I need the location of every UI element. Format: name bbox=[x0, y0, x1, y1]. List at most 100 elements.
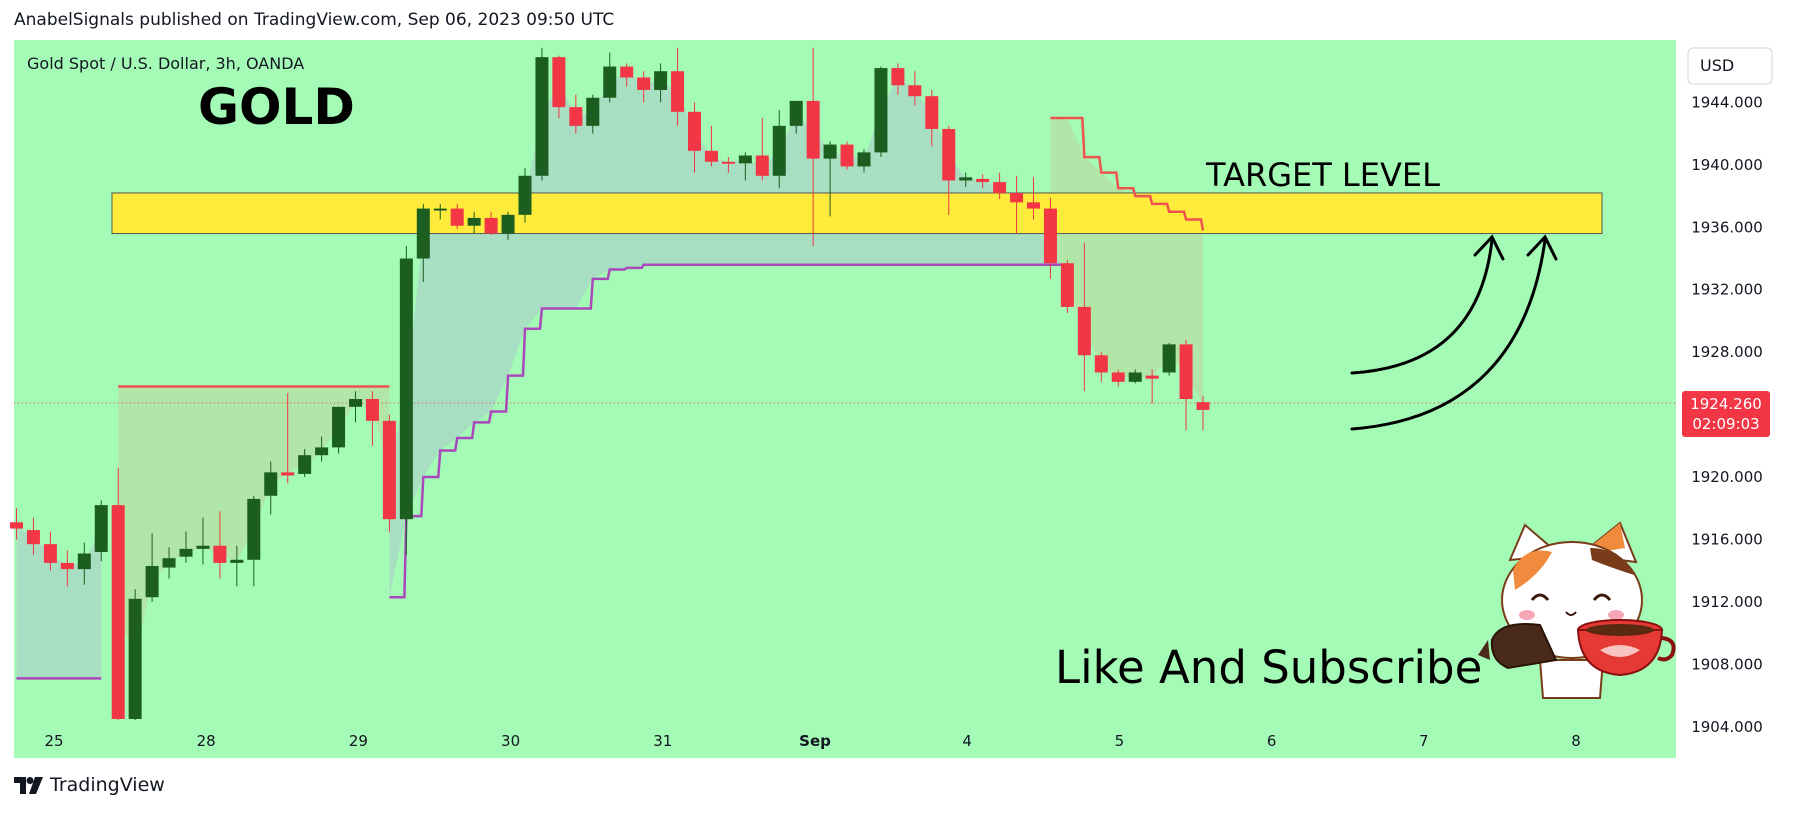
price-tick-label: 1940.000 bbox=[1691, 156, 1763, 174]
candle bbox=[518, 167, 532, 223]
candle bbox=[399, 246, 413, 556]
candle bbox=[789, 100, 803, 134]
candle bbox=[1077, 242, 1091, 392]
candle bbox=[467, 211, 481, 234]
candle-body bbox=[942, 128, 956, 181]
candle-body bbox=[128, 598, 142, 719]
candle bbox=[382, 414, 396, 532]
candle-body bbox=[772, 125, 786, 176]
time-tick-label: 28 bbox=[197, 732, 216, 750]
candle-body bbox=[484, 217, 498, 234]
candle-body bbox=[1111, 372, 1125, 382]
candle-body bbox=[399, 258, 413, 520]
candles bbox=[10, 47, 1210, 727]
supertrend-line-3 bbox=[1050, 116, 1205, 231]
candle bbox=[196, 517, 210, 565]
candle bbox=[349, 391, 362, 423]
candle bbox=[501, 211, 515, 240]
candle bbox=[569, 94, 583, 134]
candle-body bbox=[755, 155, 769, 176]
candle bbox=[1094, 352, 1108, 382]
candle-body bbox=[704, 150, 718, 162]
candle bbox=[552, 55, 566, 119]
time-tick-label: 25 bbox=[44, 732, 63, 750]
candle-body bbox=[111, 505, 125, 719]
candle-body bbox=[891, 68, 905, 86]
candle-body bbox=[382, 420, 396, 520]
candle-body bbox=[1010, 192, 1024, 203]
time-tick-label: 29 bbox=[349, 732, 368, 750]
time-tick-label: 6 bbox=[1267, 732, 1277, 750]
price-tick-label: 1904.000 bbox=[1691, 718, 1763, 736]
candle bbox=[603, 52, 617, 103]
candle bbox=[1043, 197, 1057, 279]
candle bbox=[654, 63, 668, 103]
candle bbox=[874, 66, 888, 158]
price-tick-label: 1936.000 bbox=[1691, 218, 1763, 236]
candle bbox=[60, 550, 74, 587]
candle bbox=[1027, 177, 1040, 220]
time-tick-label: Sep bbox=[799, 732, 831, 750]
target-level-label: TARGET LEVEL bbox=[1205, 156, 1440, 194]
price-tick-label: 1932.000 bbox=[1691, 281, 1763, 299]
target-zone-rect bbox=[111, 192, 1603, 235]
candle-body bbox=[1196, 402, 1210, 410]
candle bbox=[586, 94, 600, 134]
like-subscribe-text: Like And Subscribe bbox=[1055, 641, 1482, 694]
candle-body bbox=[1060, 263, 1074, 307]
candle bbox=[738, 152, 752, 181]
curved-arrow-1-head bbox=[1473, 234, 1505, 261]
time-tick-label: 31 bbox=[653, 732, 672, 750]
tradingview-brand[interactable]: TradingView bbox=[14, 774, 165, 796]
price-tick-label: 1928.000 bbox=[1691, 343, 1763, 361]
candle bbox=[247, 495, 261, 587]
candle-body bbox=[1094, 355, 1108, 373]
candle-body bbox=[60, 562, 74, 570]
time-tick-label: 7 bbox=[1419, 732, 1429, 750]
candle bbox=[1145, 369, 1159, 404]
candle-body bbox=[1162, 344, 1176, 373]
candle bbox=[535, 47, 549, 181]
candle-body bbox=[925, 96, 939, 129]
candle bbox=[145, 533, 159, 602]
curved-arrow-2 bbox=[1350, 238, 1547, 431]
candle bbox=[1196, 395, 1210, 431]
price-tick-label: 1920.000 bbox=[1691, 468, 1763, 486]
candle bbox=[925, 89, 939, 147]
chart-title: GOLD bbox=[198, 78, 355, 136]
candle bbox=[298, 448, 312, 478]
price-tick-label: 1916.000 bbox=[1691, 530, 1763, 548]
candle bbox=[1060, 260, 1074, 314]
candle bbox=[1010, 175, 1024, 234]
time-scale[interactable] bbox=[14, 720, 1676, 758]
candle-body bbox=[654, 71, 668, 90]
candle bbox=[806, 47, 820, 247]
candle-body bbox=[637, 77, 651, 90]
candle-body bbox=[1179, 344, 1193, 399]
candle bbox=[10, 508, 23, 540]
candle bbox=[179, 531, 193, 563]
candle bbox=[1128, 369, 1142, 384]
candle bbox=[704, 125, 718, 167]
time-tick-label: 8 bbox=[1571, 732, 1581, 750]
candle-body bbox=[230, 559, 244, 563]
candle-body bbox=[433, 208, 447, 211]
candle-body bbox=[518, 175, 532, 215]
candle bbox=[433, 203, 447, 220]
candle-body bbox=[1128, 372, 1142, 382]
candle-body bbox=[26, 530, 40, 545]
currency-button[interactable]: USD bbox=[1687, 47, 1773, 85]
candle-body bbox=[298, 455, 312, 474]
candle-body bbox=[315, 447, 329, 456]
candle-body bbox=[857, 152, 871, 167]
candle-body bbox=[671, 71, 685, 112]
candle bbox=[26, 517, 40, 556]
bar-countdown: 02:09:03 bbox=[1692, 415, 1759, 433]
candle bbox=[1179, 339, 1193, 431]
tradingview-logo-icon bbox=[14, 776, 43, 794]
curved-arrow-2-head bbox=[1526, 234, 1558, 261]
candle-body bbox=[976, 178, 990, 183]
candle bbox=[620, 63, 634, 87]
publisher-line: AnabelSignals published on TradingView.c… bbox=[14, 10, 615, 30]
